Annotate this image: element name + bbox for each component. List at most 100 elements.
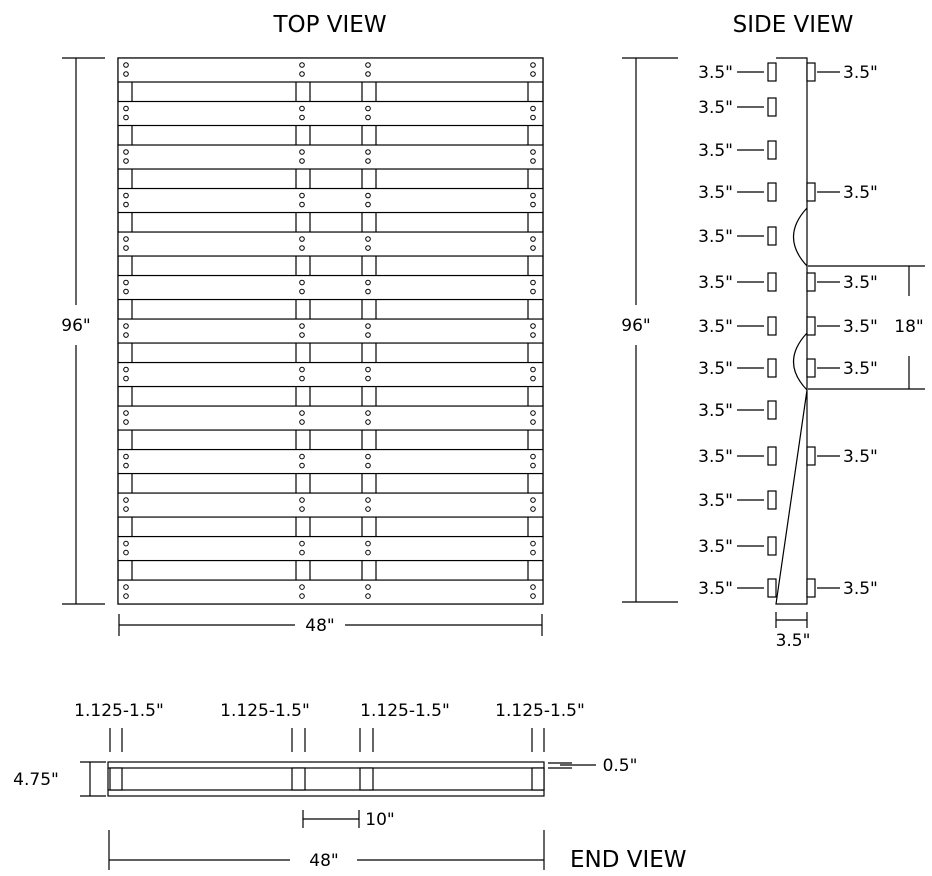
nail-hole [299, 149, 305, 155]
nail-hole [299, 497, 305, 503]
nail-hole [530, 158, 536, 164]
side-bottom-board [806, 316, 816, 336]
nail-hole [299, 419, 305, 425]
side-top-board [767, 140, 777, 160]
nail-hole [530, 192, 536, 199]
nail-hole [530, 201, 536, 208]
side-bottom-board [806, 272, 816, 292]
top-view-drawing [117, 57, 544, 605]
side-left-label: 3.5" [698, 317, 733, 337]
nail-hole [530, 71, 536, 77]
side-left-label: 3.5" [698, 579, 733, 599]
side-top-board [767, 578, 777, 598]
top-deck-board [117, 405, 544, 431]
side-right-label: 3.5" [843, 183, 878, 203]
nail-hole [365, 584, 371, 590]
end-gap-label: 10" [365, 810, 394, 830]
side-top-board [767, 490, 777, 510]
nail-hole [365, 506, 371, 512]
end-bottom-deck [107, 789, 545, 797]
top-deck-board [117, 100, 544, 127]
top-deck-board [117, 535, 544, 562]
nail-hole [123, 410, 129, 416]
nail-hole [123, 506, 129, 512]
nail-hole [530, 105, 536, 112]
nail-hole [123, 332, 129, 338]
nail-hole [530, 506, 536, 512]
nail-hole [365, 540, 371, 547]
side-left-label: 3.5" [698, 98, 733, 118]
nail-hole [299, 549, 305, 556]
nail-hole [365, 192, 371, 199]
nail-hole [299, 71, 305, 77]
nail-hole [123, 288, 129, 295]
nail-hole [299, 453, 305, 460]
nail-hole [299, 593, 305, 599]
nail-hole [123, 540, 129, 547]
top-deck-board [117, 318, 544, 344]
nail-hole [299, 158, 305, 164]
side-left-label: 3.5" [698, 491, 733, 511]
nail-hole [365, 279, 371, 286]
nail-hole [299, 540, 305, 547]
nail-hole [530, 245, 536, 251]
nail-hole [299, 62, 305, 68]
end-width-dimension [108, 830, 545, 870]
side-top-board [767, 536, 777, 556]
nail-hole [530, 540, 536, 547]
nail-hole [299, 332, 305, 338]
nail-hole [530, 584, 536, 590]
nail-hole [365, 375, 371, 382]
nail-hole [299, 192, 305, 199]
side-left-label: 3.5" [698, 227, 733, 247]
nail-hole [365, 366, 371, 373]
side-right-label: 3.5" [843, 317, 878, 337]
nail-hole [530, 114, 536, 121]
nail-hole [123, 105, 129, 112]
side-top-board [767, 97, 777, 117]
top-deck-board [117, 274, 544, 301]
nail-hole [299, 236, 305, 242]
top-deck-board [117, 57, 544, 83]
nail-hole [530, 149, 536, 155]
stringer-width-label: 1.125-1.5" [495, 701, 585, 721]
side-view-title: SIDE VIEW [733, 12, 854, 38]
nail-hole [365, 332, 371, 338]
nail-hole [123, 419, 129, 425]
nail-hole [123, 549, 129, 556]
top-length-label: 96" [61, 316, 90, 336]
notch-span-label: 18" [894, 317, 923, 337]
nail-hole [530, 453, 536, 460]
nail-hole [365, 245, 371, 251]
side-bottom-board [806, 358, 816, 378]
nail-hole [123, 279, 129, 286]
nail-hole [530, 462, 536, 469]
side-right-label: 3.5" [843, 63, 878, 83]
side-right-label: 3.5" [843, 273, 878, 293]
side-top-board [767, 400, 777, 420]
nail-hole [365, 419, 371, 425]
top-deck-board [117, 448, 544, 475]
nail-hole [123, 584, 129, 590]
nail-hole [123, 71, 129, 77]
nail-hole [123, 593, 129, 599]
side-length-label: 96" [621, 316, 650, 336]
nail-hole [299, 245, 305, 251]
side-left-label: 3.5" [698, 401, 733, 421]
end-width-label: 48" [309, 851, 338, 871]
nail-hole [299, 323, 305, 329]
end-stringer [109, 767, 123, 791]
side-bottom-board [806, 182, 816, 202]
nail-hole [530, 593, 536, 599]
side-top-board [767, 316, 777, 336]
nail-hole [530, 366, 536, 373]
end-deck-dimension [548, 762, 596, 769]
nail-hole [123, 462, 129, 469]
end-stringer [359, 767, 374, 791]
notch-span-dimension [808, 265, 925, 390]
nail-hole [365, 158, 371, 164]
end-height-dimension [80, 761, 106, 797]
side-left-label: 3.5" [698, 447, 733, 467]
nail-hole [365, 62, 371, 68]
